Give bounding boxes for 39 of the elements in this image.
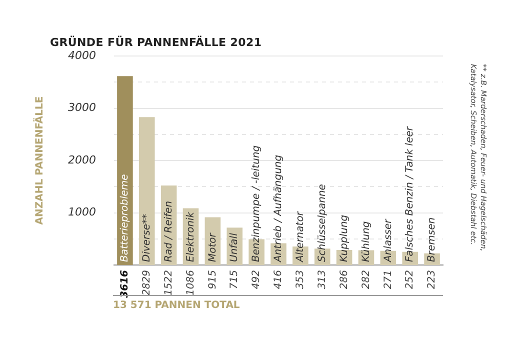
data-label: 3616 xyxy=(120,270,131,298)
x-tick-label: Motor xyxy=(207,232,218,262)
x-tick-label: Benzinpumpe / -leitung xyxy=(251,145,262,262)
x-tick-label: Batterieprobleme xyxy=(120,174,131,262)
data-label: 282 xyxy=(360,270,372,290)
x-tick-label: Schlüsselpanne xyxy=(316,184,328,262)
y-tick-label: 3000 xyxy=(68,101,96,114)
y-axis-title: ANZAHL PANNENFÄLLE xyxy=(32,96,46,225)
text: 13 571 PANNEN TOTAL xyxy=(113,300,240,311)
data-label: 416 xyxy=(273,270,284,290)
x-tick-label: Diverse** xyxy=(141,214,152,262)
data-label: 353 xyxy=(295,270,306,290)
x-tick-label: Unfall xyxy=(229,232,240,262)
data-label: 1522 xyxy=(163,270,174,296)
data-label: 313 xyxy=(316,270,328,290)
data-label: 1086 xyxy=(185,270,196,296)
x-tick-label: Rad / Reifen xyxy=(163,200,174,262)
data-label: 286 xyxy=(338,270,350,290)
data-label: 2829 xyxy=(141,270,152,296)
data-label: 915 xyxy=(207,270,218,290)
data-label: 271 xyxy=(382,270,394,290)
data-label: 715 xyxy=(229,270,240,290)
y-tick-label: 2000 xyxy=(68,153,96,166)
x-tick-label: Elektronik xyxy=(185,210,196,262)
bar xyxy=(117,76,133,265)
y-tick-label: 1000 xyxy=(68,206,96,219)
x-tick-label: Antrieb / Aufhängung xyxy=(273,154,284,263)
x-tick-label: Kühlung xyxy=(360,221,372,262)
bar xyxy=(139,117,155,265)
chart-title: GRÜNDE FÜR PANNENFÄLLE 2021 xyxy=(50,36,262,49)
data-label: 492 xyxy=(251,270,262,290)
data-label: 223 xyxy=(426,270,438,290)
y-tick-label: 4000 xyxy=(68,48,96,62)
x-tick-label: Alternator xyxy=(295,210,306,263)
x-tick-label: Falsches Benzin / Tank leer xyxy=(404,126,416,262)
x-tick-label: Bremsen xyxy=(426,217,438,262)
x-tick-label: Kupplung xyxy=(338,214,350,262)
x-tick-label: Anlasser xyxy=(382,218,394,263)
data-label: 252 xyxy=(404,270,416,290)
